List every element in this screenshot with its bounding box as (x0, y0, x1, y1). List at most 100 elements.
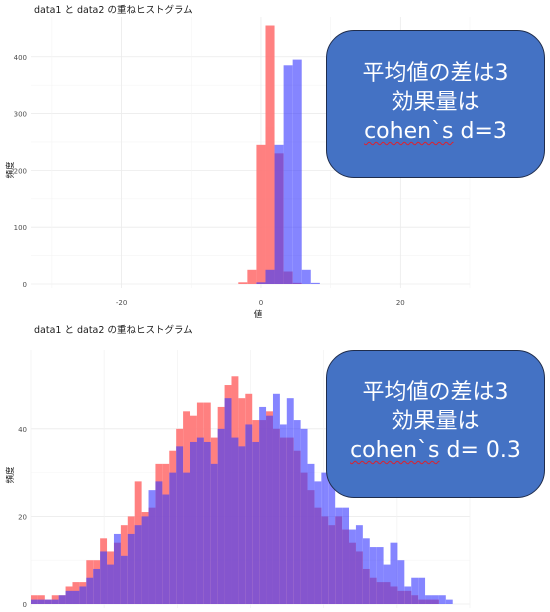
data2-bar (279, 424, 287, 604)
series-data2 (256, 59, 320, 284)
data2-bar (328, 481, 336, 604)
y-tick-label: 300 (14, 111, 27, 119)
data1-bar (247, 269, 257, 284)
chart-title: data1 と data2 の重ねヒストグラム (34, 324, 193, 336)
histogram-bars (238, 25, 320, 285)
data2-bar (190, 441, 197, 604)
data2-bar (383, 564, 391, 604)
data2-bar (418, 577, 426, 604)
data2-bar (274, 144, 284, 284)
callout-d-value: d=3 (453, 119, 507, 144)
y-tick-label: 200 (14, 167, 27, 175)
data2-bar (162, 494, 170, 604)
data2-bar (307, 463, 315, 604)
data2-bar (362, 538, 370, 604)
x-axis-label: 値 (254, 309, 263, 320)
data2-bar (445, 599, 453, 604)
y-tick-label: 0 (23, 601, 27, 609)
callout-line-cohens-d: cohen`s d=3 (327, 117, 544, 146)
data2-bar (100, 551, 108, 604)
data2-bar (293, 420, 301, 604)
series-data2 (31, 393, 453, 604)
data2-bar (238, 446, 246, 604)
data2-bar (210, 463, 218, 604)
effect-size-callout-bottom: 平均値の差は3 効果量は cohen`s d= 0.3 (326, 350, 545, 498)
data2-bar (272, 393, 280, 604)
data2-bar (314, 481, 322, 604)
y-tick-label: 20 (18, 513, 27, 521)
data2-bar (390, 542, 398, 604)
data2-bar (301, 269, 311, 284)
data2-bar (425, 595, 432, 604)
data2-bar (44, 599, 52, 604)
chart-title: data1 と data2 の重ねヒストグラム (34, 4, 193, 16)
x-tick-label: 20 (396, 299, 405, 307)
tick-labels: 0 100 200 300 400 -20 0 20 (14, 54, 405, 307)
callout-line-effect-size: 効果量は (391, 90, 480, 115)
data2-bar (79, 586, 87, 604)
data2-bar (376, 547, 384, 604)
data2-bar (231, 437, 239, 604)
data2-bar (113, 533, 121, 604)
data1-bar (238, 282, 248, 284)
callout-d-value: d= 0.3 (439, 438, 521, 463)
y-tick-label: 100 (14, 224, 27, 232)
data2-bar (134, 525, 142, 604)
data2-bar (259, 406, 267, 604)
data2-bar (65, 590, 73, 604)
data2-bar (369, 547, 377, 604)
effect-size-callout-top: 平均値の差は3 効果量は cohen`s d=3 (326, 30, 545, 178)
y-tick-label: 0 (23, 281, 27, 289)
data2-bar (310, 282, 320, 284)
data2-bar (292, 59, 302, 284)
y-axis-label: 頻度 (5, 161, 16, 179)
data2-bar (286, 398, 294, 604)
data2-bar (300, 428, 308, 604)
data2-bar (51, 599, 59, 604)
histogram-bars (31, 376, 453, 604)
callout-line-cohens-d: cohen`s d= 0.3 (327, 436, 544, 465)
data2-bar (217, 428, 225, 604)
data2-bar (141, 516, 149, 604)
data2-bar (438, 595, 446, 604)
callout-line-mean-diff: 平均値の差は3 (362, 380, 509, 405)
data2-bar (349, 529, 356, 604)
callout-cohens-word: cohen`s (350, 438, 440, 463)
data2-bar (86, 577, 94, 604)
histogram-chart-bottom: 0 20 40 data1 と data2 の重ねヒストグラム 頻度 (5, 324, 471, 609)
callout-line-effect-size: 効果量は (391, 409, 480, 434)
data2-bar (93, 568, 101, 604)
data2-bar (183, 472, 191, 604)
data2-bar (107, 564, 114, 604)
data2-bar (203, 441, 211, 604)
data2-bar (58, 595, 66, 604)
x-tick-label: -20 (116, 299, 127, 307)
data2-bar (196, 437, 204, 604)
callout-cohens-word: cohen`s (364, 119, 454, 144)
data2-bar (31, 599, 38, 604)
data2-bar (252, 441, 260, 604)
data2-bar (72, 590, 80, 604)
callout-line-mean-diff: 平均値の差は3 (362, 61, 509, 86)
data2-bar (283, 65, 293, 284)
data2-bar (411, 577, 419, 604)
data2-bar (169, 472, 177, 604)
data2-bar (37, 599, 45, 604)
data2-bar (265, 269, 275, 284)
tick-labels: 0 20 40 (18, 426, 27, 609)
data2-bar (256, 282, 266, 284)
data2-bar (224, 398, 232, 604)
data2-bar (148, 490, 156, 604)
data2-bar (335, 507, 343, 604)
data2-bar (176, 446, 184, 604)
data2-bar (355, 525, 363, 604)
data2-bar (431, 595, 439, 604)
y-tick-label: 400 (14, 54, 27, 62)
data2-bar (155, 481, 163, 604)
data2-bar (404, 586, 412, 604)
data2-bar (342, 507, 350, 604)
data1-bar (256, 144, 266, 284)
data2-bar (266, 415, 273, 604)
data1-bar (265, 25, 275, 285)
